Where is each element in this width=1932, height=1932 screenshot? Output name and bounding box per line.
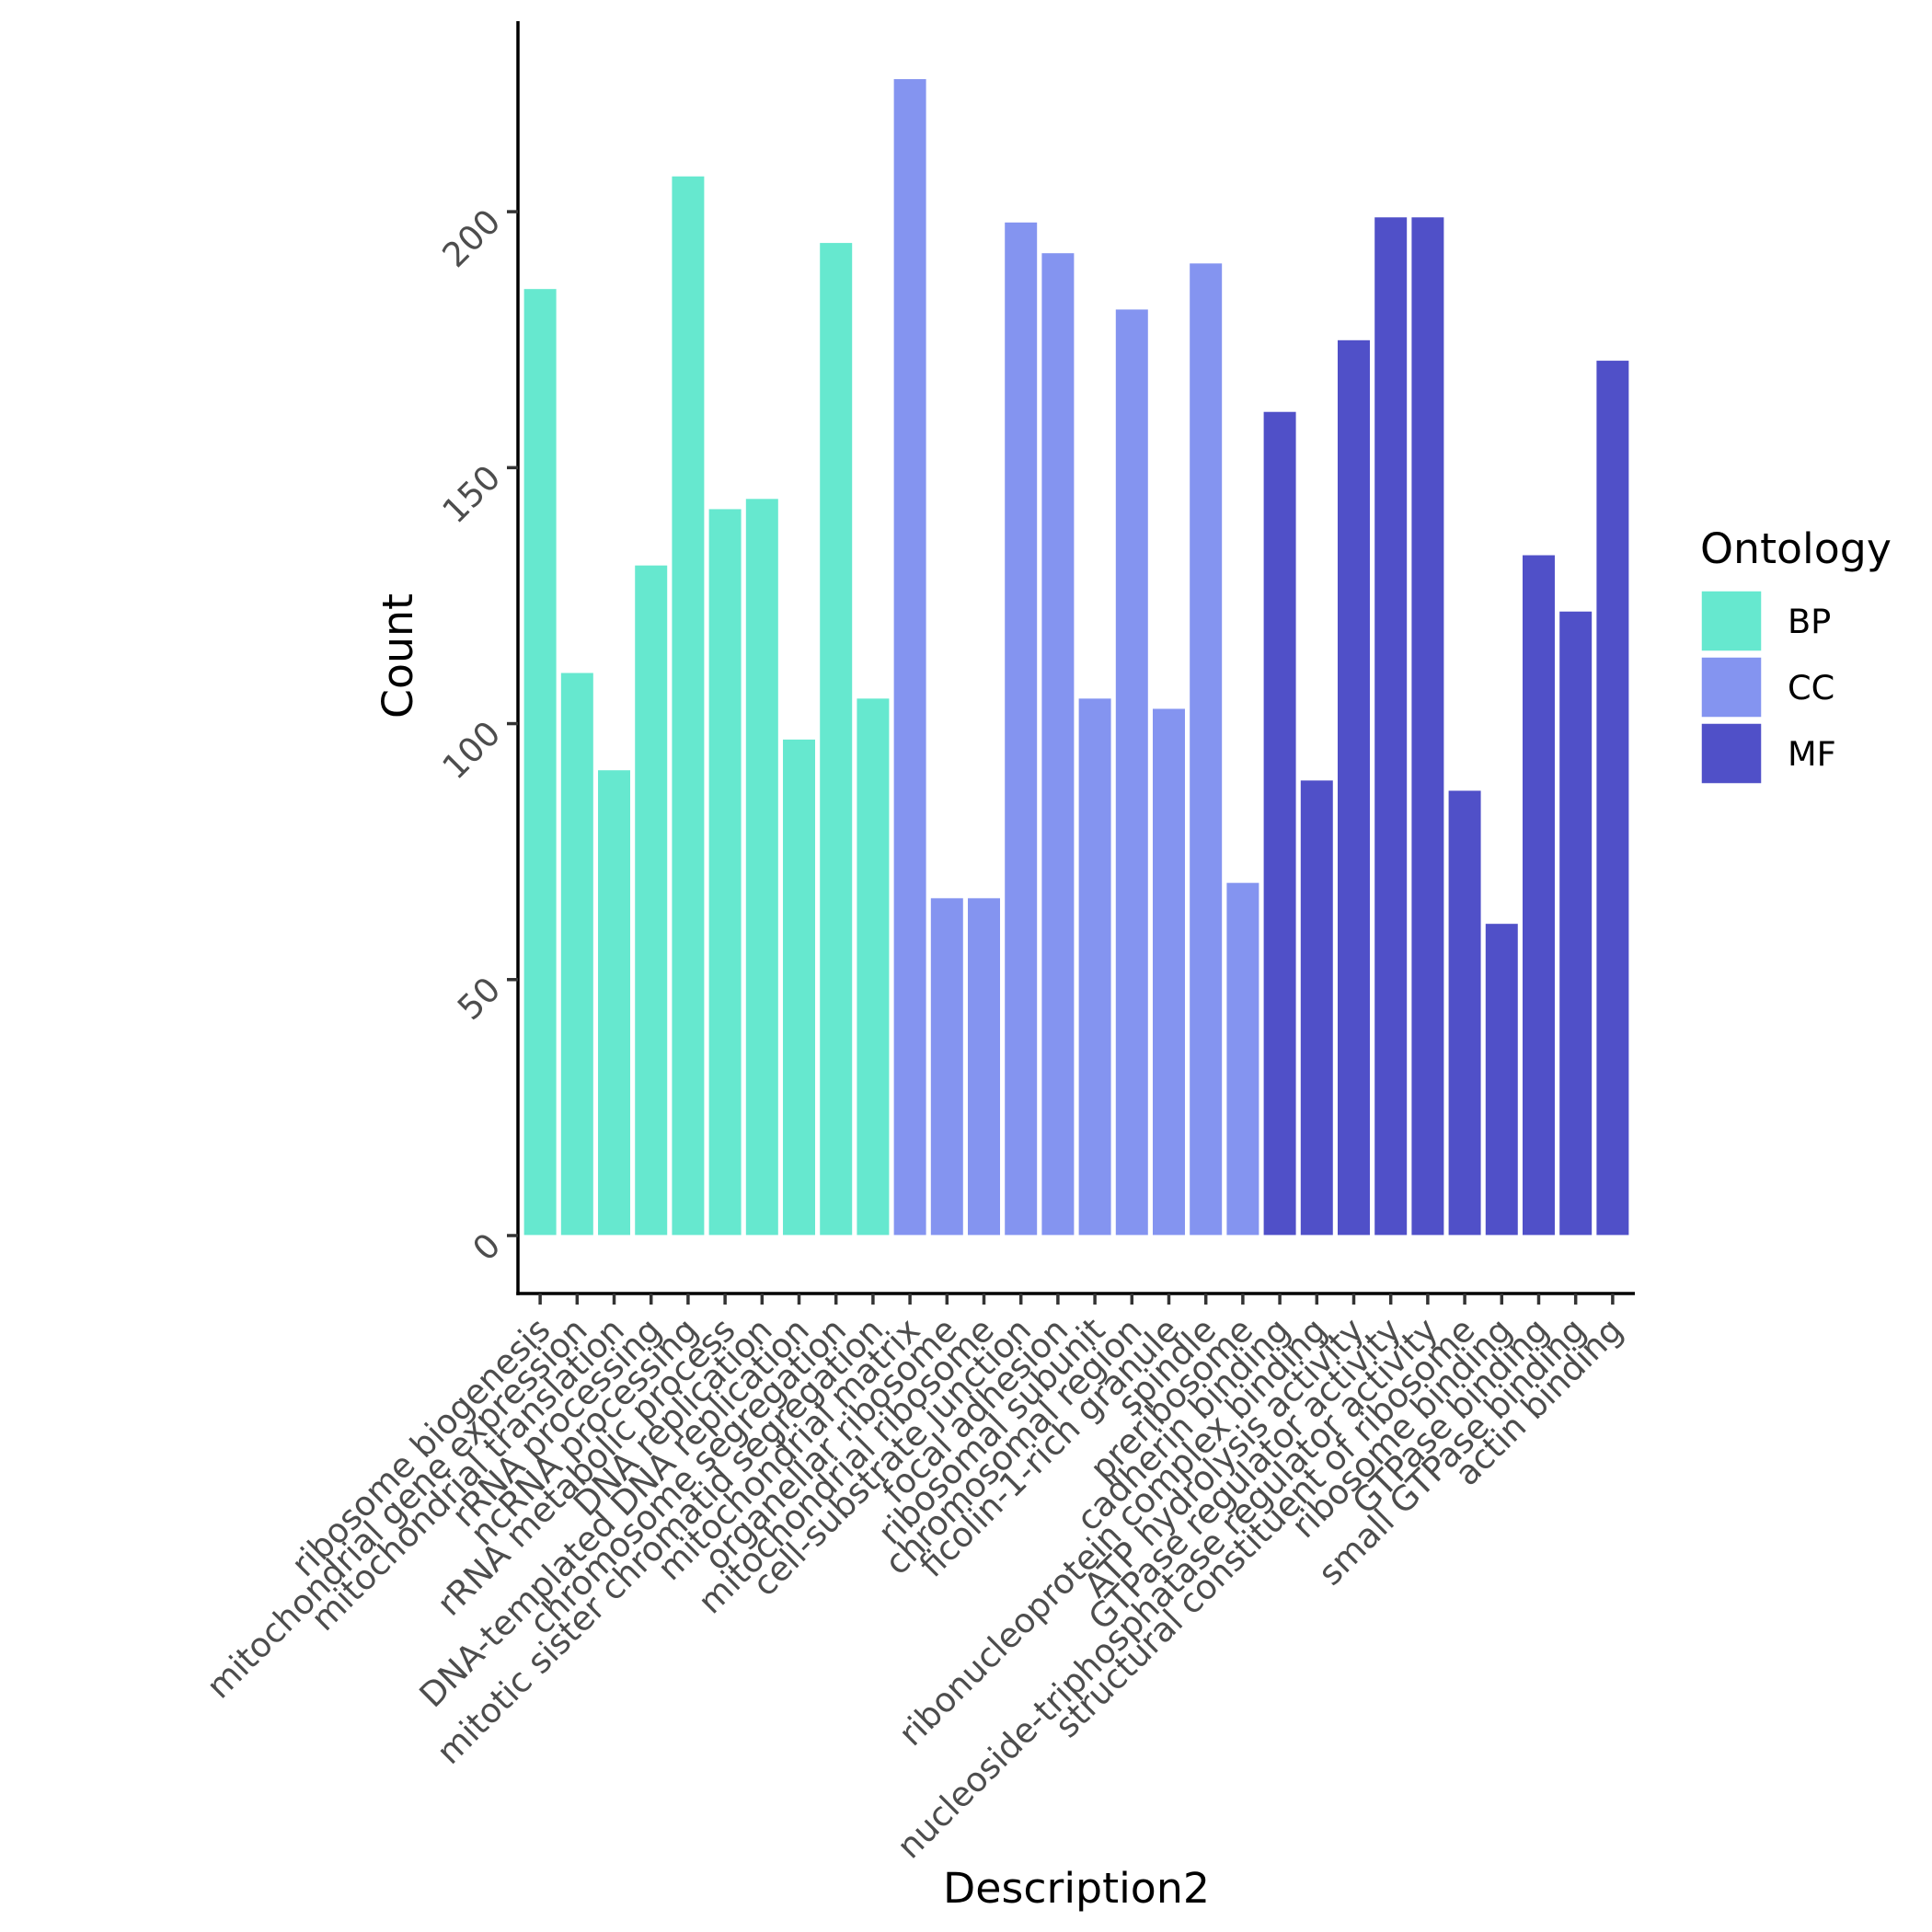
legend-items: BP CC MF: [1700, 590, 1836, 785]
legend: Ontology BP CC MF: [1700, 523, 1892, 785]
bar-spindle: [1189, 262, 1224, 1236]
bar-dna-templated-dna-replication: [781, 738, 817, 1236]
bar-organellar-ribosome: [929, 897, 964, 1236]
bar-cell-substrate-junction: [1004, 221, 1039, 1236]
bar-preribosome: [1225, 881, 1260, 1236]
bar-dna-replication: [744, 498, 780, 1236]
legend-swatch-mf: [1700, 722, 1763, 785]
bar-atp-hydrolysis-activity: [1336, 339, 1372, 1236]
bar-small-gtpase-binding: [1558, 610, 1593, 1236]
bar-focal-adhesion: [1041, 252, 1075, 1236]
bar-nucleoside-triphosphatase-regulator-activity: [1410, 216, 1445, 1236]
bar-mitotic-sister-chromatid-segregation: [856, 697, 891, 1236]
bar-rrna-processing: [634, 564, 669, 1236]
bar-gtpase-regulator-activity: [1373, 216, 1409, 1236]
legend-swatch-bp: [1700, 590, 1763, 652]
bar-mitochondrial-gene-expression: [559, 672, 595, 1236]
legend-label-mf: MF: [1788, 734, 1836, 774]
bar-chromosomal-region: [1114, 308, 1149, 1236]
bar-mitochondrial-ribosome: [966, 897, 1002, 1236]
bar-ncrna-processing: [671, 175, 706, 1236]
bar-gtpase-binding: [1521, 554, 1557, 1236]
bar-mitochondrial-translation: [596, 769, 632, 1236]
bar-ribosomal-subunit: [1077, 697, 1112, 1236]
bars-layer: [523, 77, 1630, 1236]
legend-label-cc: CC: [1788, 668, 1834, 707]
bar-ficolin-1-rich-granule: [1151, 707, 1187, 1236]
bar-cadherin-binding: [1262, 410, 1297, 1236]
bar-chromosome-segregation: [819, 241, 854, 1236]
bar-mitochondrial-matrix: [892, 77, 927, 1236]
bar-actin-binding: [1595, 359, 1630, 1236]
bar-ribosome-binding: [1484, 922, 1519, 1236]
legend-title: Ontology: [1700, 523, 1892, 573]
bar-rrna-metabolic-process: [707, 508, 742, 1236]
bar-ribonucleoprotein-complex-binding: [1299, 779, 1334, 1236]
x-axis-title: Description2: [943, 1863, 1210, 1913]
legend-label-bp: BP: [1788, 602, 1831, 641]
bar-structural-constituent-of-ribosome: [1447, 789, 1482, 1236]
bar-ribosome-biogenesis: [523, 287, 558, 1236]
legend-swatch-cc: [1700, 656, 1763, 719]
y-axis-title: Count: [373, 593, 422, 719]
